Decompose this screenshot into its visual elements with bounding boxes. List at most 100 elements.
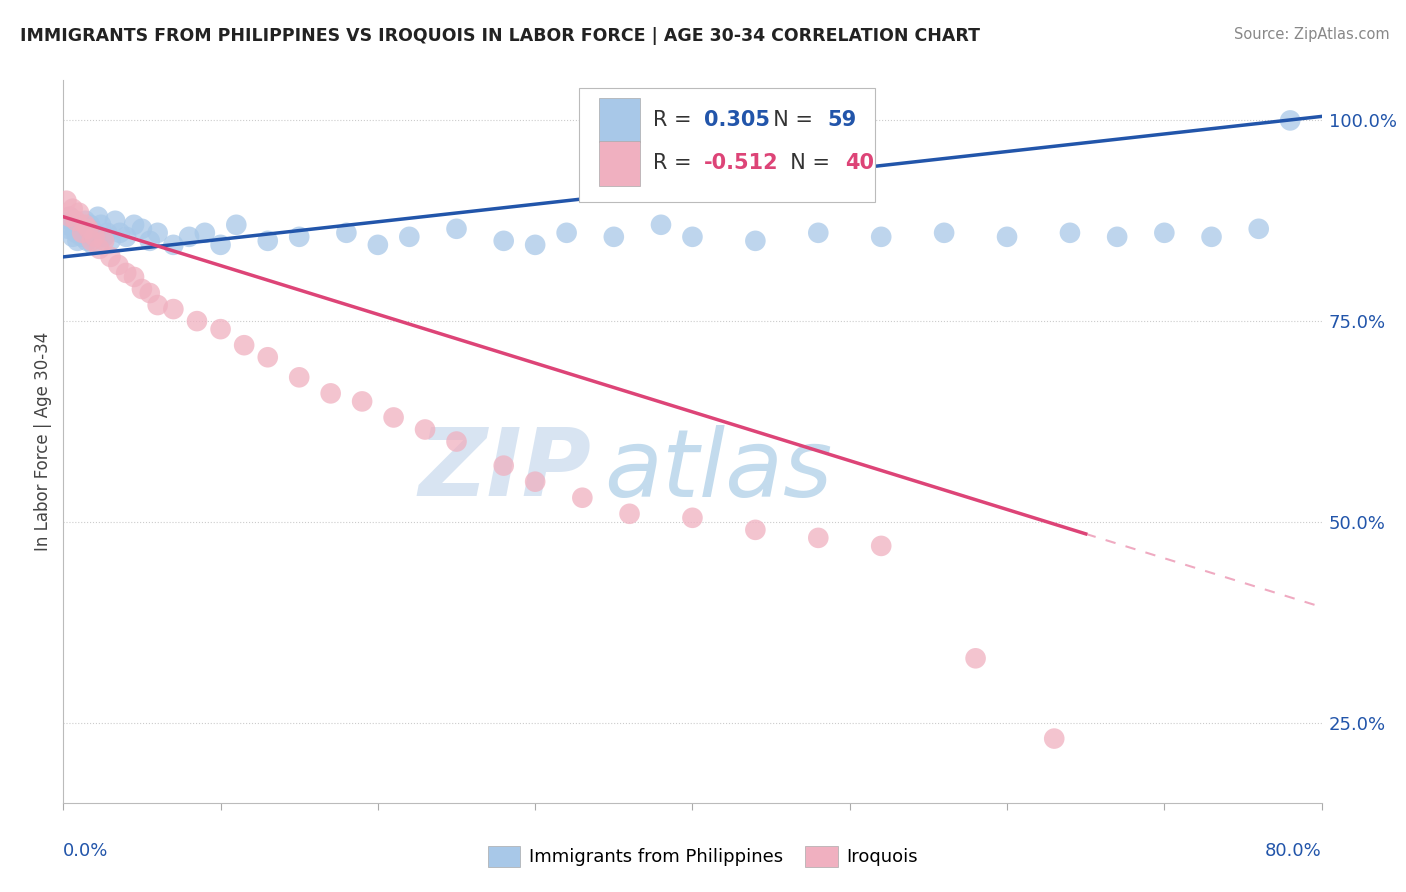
Point (73, 226, 96, 240)
Point (115, 266, 138, 280)
Point (93, 229, 115, 244)
Point (62, 202, 84, 216)
Point (650, 218, 672, 232)
Point (603, 229, 626, 244)
Point (66, 234, 89, 248)
Point (194, 226, 217, 240)
FancyBboxPatch shape (599, 97, 640, 143)
Point (367, 237, 389, 252)
Point (122, 269, 145, 284)
Point (90, 218, 112, 232)
Point (67, 205, 90, 219)
Point (146, 298, 169, 312)
Point (55, 218, 77, 232)
Point (524, 475, 547, 489)
Point (162, 237, 184, 252)
Point (89, 242, 111, 256)
Point (256, 350, 278, 364)
Point (96, 226, 118, 240)
Point (1043, 731, 1066, 746)
Point (58, 210, 80, 224)
Point (288, 370, 311, 384)
Point (79, 218, 101, 232)
Point (492, 234, 515, 248)
Point (131, 221, 153, 235)
Point (75, 218, 97, 232)
Point (225, 218, 247, 232)
Point (87, 210, 110, 224)
Point (619, 507, 641, 521)
Point (69, 218, 91, 232)
Point (995, 229, 1018, 244)
Text: 0.305: 0.305 (704, 110, 769, 130)
Point (162, 301, 184, 316)
Point (77, 221, 100, 235)
Point (58, 210, 80, 224)
Point (82, 237, 104, 252)
Point (56, 221, 79, 235)
FancyBboxPatch shape (579, 87, 875, 202)
Point (571, 491, 593, 505)
Point (70, 229, 93, 244)
Point (398, 229, 420, 244)
Point (75, 213, 97, 227)
Point (93, 234, 115, 248)
Point (67, 221, 90, 235)
Point (413, 422, 436, 436)
Point (80, 229, 103, 244)
Point (1059, 226, 1081, 240)
Point (131, 282, 153, 296)
Point (1201, 229, 1223, 244)
Point (65, 213, 87, 227)
Point (55, 194, 77, 208)
Point (115, 229, 138, 244)
Point (807, 531, 830, 545)
Y-axis label: In Labor Force | Age 30-34: In Labor Force | Age 30-34 (34, 332, 52, 551)
Point (335, 226, 357, 240)
Point (446, 221, 468, 235)
Point (83, 229, 105, 244)
Point (807, 226, 830, 240)
Point (209, 237, 232, 252)
Point (744, 234, 766, 248)
Text: R =: R = (654, 153, 699, 173)
Legend: Immigrants from Philippines, Iroquois: Immigrants from Philippines, Iroquois (481, 838, 925, 874)
Point (524, 237, 547, 252)
Point (60, 213, 83, 227)
Point (80, 234, 103, 248)
Point (681, 510, 703, 524)
Text: 0.0%: 0.0% (63, 842, 108, 860)
Text: -0.512: -0.512 (704, 153, 779, 173)
Text: R =: R = (654, 110, 699, 130)
Point (139, 285, 162, 300)
Point (209, 322, 232, 336)
Point (965, 651, 987, 665)
Point (83, 226, 105, 240)
FancyBboxPatch shape (599, 141, 640, 186)
Point (139, 234, 162, 248)
Text: N =: N = (776, 153, 837, 173)
Point (319, 386, 342, 401)
Text: 59: 59 (827, 110, 856, 130)
Point (870, 539, 893, 553)
Point (288, 229, 311, 244)
Point (256, 234, 278, 248)
Text: atlas: atlas (605, 425, 832, 516)
Point (233, 338, 256, 352)
Text: 40: 40 (845, 153, 873, 173)
Point (65, 226, 87, 240)
Point (146, 226, 169, 240)
Point (1279, 113, 1302, 128)
Point (1107, 229, 1129, 244)
Point (107, 258, 129, 272)
Point (382, 410, 405, 425)
Point (63, 218, 86, 232)
Text: 80.0%: 80.0% (1265, 842, 1322, 860)
Point (100, 250, 122, 264)
Point (122, 218, 145, 232)
Point (1153, 226, 1175, 240)
Point (76, 234, 98, 248)
Point (555, 226, 578, 240)
Point (492, 458, 515, 473)
Point (446, 434, 468, 449)
